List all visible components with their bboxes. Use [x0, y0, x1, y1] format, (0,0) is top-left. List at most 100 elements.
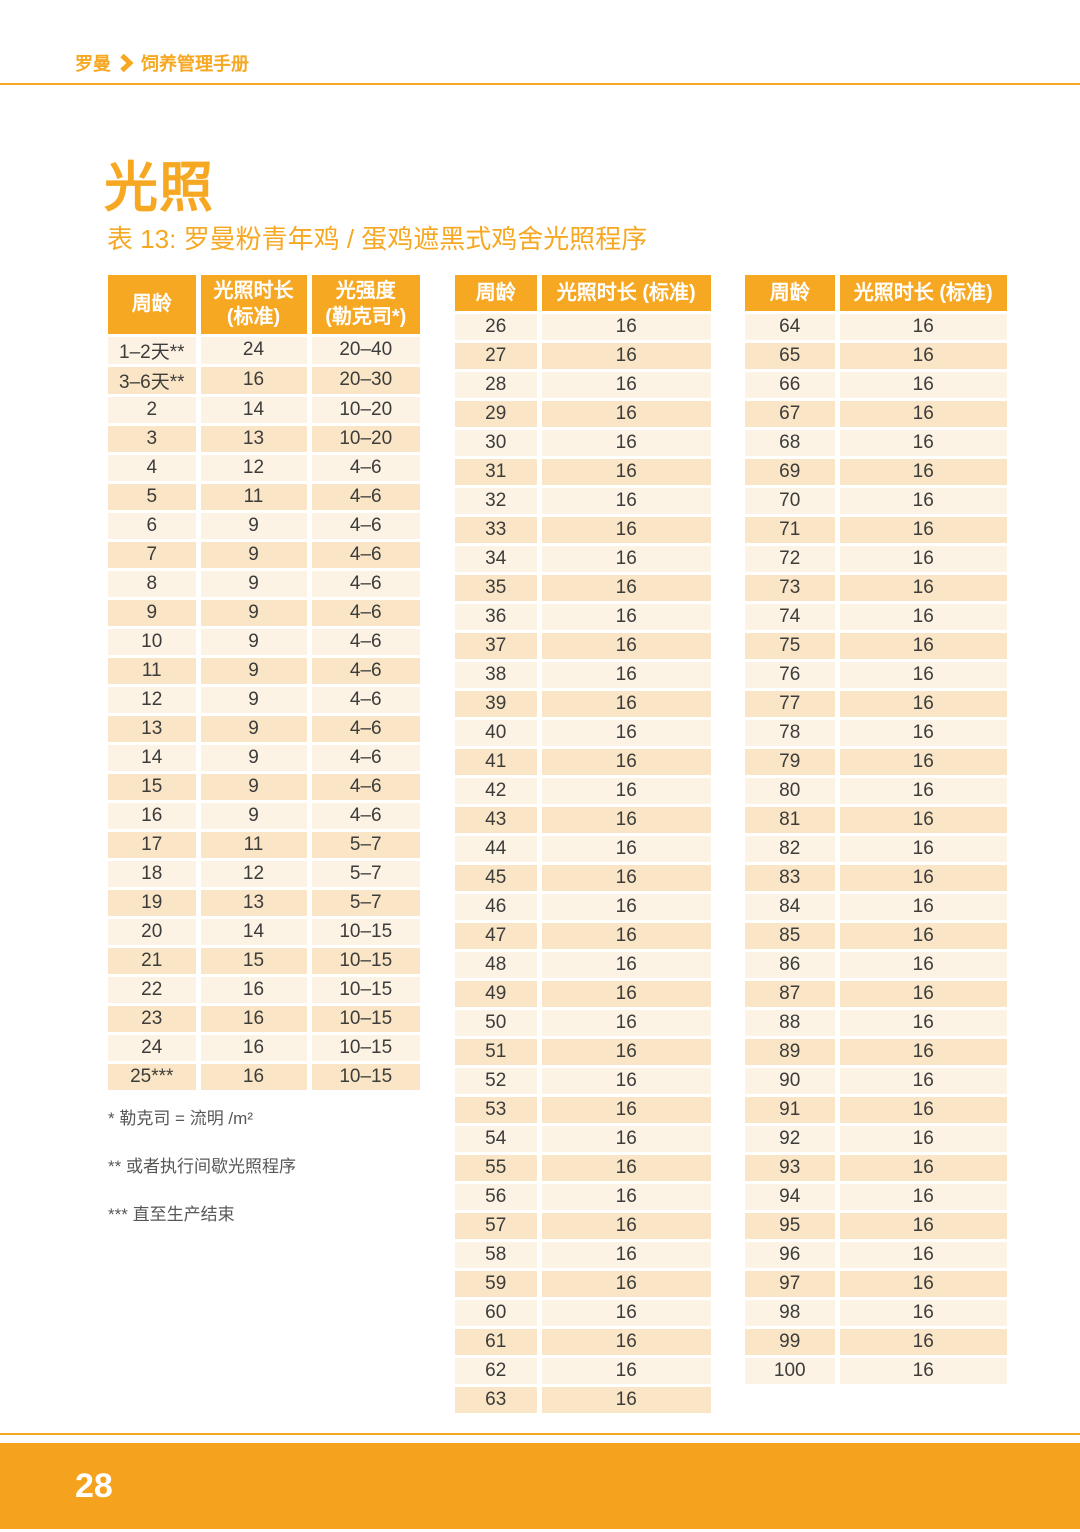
table-cell: 71: [745, 515, 840, 546]
table-cell: 66: [745, 370, 840, 401]
table-cell: 16: [539, 1327, 711, 1358]
table-cell: 4–6: [309, 772, 420, 803]
table-cell: 16: [539, 312, 711, 343]
table-cell: 16: [198, 1004, 312, 1035]
table-cell: 85: [745, 921, 840, 952]
table-cell: 24: [198, 335, 312, 367]
column-header: 周龄: [455, 275, 542, 314]
table-cell: 16: [837, 776, 1007, 807]
table-cell: 4: [108, 453, 201, 484]
table-cell: 69: [745, 457, 840, 488]
table-cell: 21: [108, 946, 201, 977]
table-cell: 62: [455, 1356, 542, 1387]
table-cell: 33: [455, 515, 542, 546]
table-cell: 9: [198, 540, 312, 571]
table-cell: 15: [108, 772, 201, 803]
table-cell: 87: [745, 979, 840, 1010]
table-row: 95 16: [745, 1211, 1007, 1242]
table-cell: 16: [837, 457, 1007, 488]
table-cell: 16: [198, 1033, 312, 1064]
table-row: 63 16: [455, 1385, 711, 1416]
table-cell: 16: [539, 1008, 711, 1039]
table-cell: 19: [108, 888, 201, 919]
table-cell: 16: [539, 747, 711, 778]
table-cell: 55: [455, 1153, 542, 1184]
table-row: 97 16: [745, 1269, 1007, 1300]
table-cell: 9: [198, 656, 312, 687]
table-row: 1–2天** 24 20–40: [108, 335, 420, 367]
table-row: 29 16: [455, 399, 711, 430]
table-row: 77 16: [745, 689, 1007, 720]
table-cell: 16: [837, 1298, 1007, 1329]
column-header: 光照时长 (标准): [198, 275, 312, 337]
table-cell: 16: [837, 1211, 1007, 1242]
table-cell: 67: [745, 399, 840, 430]
table-row: 94 16: [745, 1182, 1007, 1213]
table-cell: 99: [745, 1327, 840, 1358]
table-row: 99 16: [745, 1327, 1007, 1358]
table-cell: 86: [745, 950, 840, 981]
table-cell: 9: [198, 801, 312, 832]
table-row: 54 16: [455, 1124, 711, 1155]
table-cell: 6: [108, 511, 201, 542]
table-cell: 10–20: [309, 424, 420, 455]
table-row: 16 9 4–6: [108, 801, 420, 832]
table-cell: 16: [837, 486, 1007, 517]
table-cell: 16: [837, 602, 1007, 633]
table-cell: 16: [539, 399, 711, 430]
table-row: 42 16: [455, 776, 711, 807]
table-row: 13 9 4–6: [108, 714, 420, 745]
table-row: 36 16: [455, 602, 711, 633]
table-row: 85 16: [745, 921, 1007, 952]
table-cell: 11: [198, 482, 312, 513]
table-cell: 16: [539, 718, 711, 749]
table-cell: 16: [837, 1269, 1007, 1300]
table-row: 93 16: [745, 1153, 1007, 1184]
table-cell: 26: [455, 312, 542, 343]
table-row: 45 16: [455, 863, 711, 894]
table-cell: 4–6: [309, 627, 420, 658]
table-cell: 16: [539, 950, 711, 981]
page-number: 28: [75, 1466, 113, 1505]
table-cell: 16: [837, 573, 1007, 604]
table-cell: 4–6: [309, 714, 420, 745]
table-cell: 16: [539, 631, 711, 662]
table-cell: 10–15: [309, 975, 420, 1006]
table-cell: 77: [745, 689, 840, 720]
table-row: 26 16: [455, 312, 711, 343]
table-cell: 20: [108, 917, 201, 948]
table-cell: 34: [455, 544, 542, 575]
table-row: 60 16: [455, 1298, 711, 1329]
table-row: 35 16: [455, 573, 711, 604]
table-row: 22 16 10–15: [108, 975, 420, 1006]
table-row: 76 16: [745, 660, 1007, 691]
table-row: 24 16 10–15: [108, 1033, 420, 1064]
table-cell: 10–15: [309, 1004, 420, 1035]
table-cell: 5–7: [309, 859, 420, 890]
table-cell: 16: [198, 365, 312, 397]
table-row: 59 16: [455, 1269, 711, 1300]
table-cell: 74: [745, 602, 840, 633]
table-row: 79 16: [745, 747, 1007, 778]
table-cell: 23: [108, 1004, 201, 1035]
table-cell: 4–6: [309, 685, 420, 716]
table-cell: 16: [539, 660, 711, 691]
table-cell: 9: [198, 598, 312, 629]
table-row: 27 16: [455, 341, 711, 372]
table-cell: 16: [539, 1356, 711, 1387]
table-cell: 9: [198, 685, 312, 716]
table-cell: 15: [198, 946, 312, 977]
table-row: 57 16: [455, 1211, 711, 1242]
table-cell: 46: [455, 892, 542, 923]
table-row: 91 16: [745, 1095, 1007, 1126]
table-cell: 32: [455, 486, 542, 517]
table-cell: 4–6: [309, 540, 420, 571]
table-cell: 37: [455, 631, 542, 662]
table-cell: 4–6: [309, 656, 420, 687]
table-row: 4 12 4–6: [108, 453, 420, 484]
table-cell: 76: [745, 660, 840, 691]
table-cell: 12: [108, 685, 201, 716]
table-cell: 16: [539, 370, 711, 401]
table-cell: 4–6: [309, 598, 420, 629]
table-row: 78 16: [745, 718, 1007, 749]
